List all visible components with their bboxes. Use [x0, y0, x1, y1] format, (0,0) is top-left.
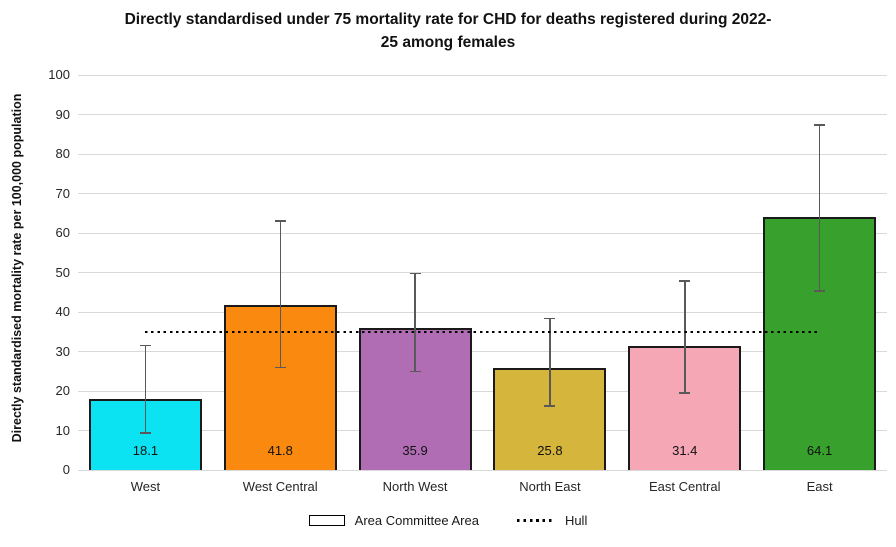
- y-tick-label-60: 60: [55, 225, 70, 240]
- hull-reference-line: [145, 330, 820, 333]
- bar-value-label-west-central: 41.8: [267, 443, 293, 458]
- error-bar-cap-top-west: [139, 344, 151, 347]
- bar-value-label-east-central: 31.4: [672, 443, 698, 458]
- legend-swatch-hull-dotted-line-icon: [516, 519, 555, 522]
- error-bar-cap-top-east: [814, 124, 826, 126]
- legend-label-area-committee: Area Committee Area: [354, 513, 479, 528]
- x-axis-label-east: East: [806, 479, 833, 494]
- error-bar-line-east-central: [684, 280, 686, 393]
- gridline-y-80: [78, 153, 887, 155]
- gridline-y-90: [78, 114, 887, 115]
- x-axis-label-north-west: North West: [382, 479, 448, 494]
- gridline-y-100: [78, 74, 887, 76]
- error-bar-cap-bottom-east: [814, 290, 826, 292]
- error-bar-line-west: [144, 345, 147, 433]
- error-bar-cap-top-north-east: [544, 317, 556, 320]
- y-tick-label-20: 20: [55, 383, 70, 398]
- bar-east: [763, 216, 877, 470]
- bar-value-label-north-east: 25.8: [537, 443, 563, 458]
- gridline-y-30: [78, 351, 887, 352]
- error-bar-cap-bottom-north-east: [544, 405, 556, 407]
- y-tick-label-10: 10: [55, 422, 70, 438]
- error-bar-line-north-east: [549, 318, 551, 406]
- error-bar-cap-bottom-east-central: [679, 392, 691, 394]
- x-axis-label-east-central: East Central: [648, 479, 721, 494]
- chart-title: Directly standardised under 75 mortality…: [68, 8, 828, 54]
- error-bar-cap-top-west-central: [274, 220, 286, 222]
- gridline-y-70: [78, 193, 887, 194]
- error-bar-cap-bottom-west: [139, 432, 151, 434]
- error-bar-cap-bottom-west-central: [274, 366, 286, 369]
- x-axis-label-west-central: West Central: [242, 479, 318, 494]
- chart-title-line1: Directly standardised under 75 mortality…: [124, 11, 772, 28]
- gridline-y-20: [78, 390, 887, 392]
- error-bar-line-east: [818, 124, 821, 292]
- legend: Area Committee Area Hull: [0, 513, 896, 528]
- x-axis-label-north-east: North East: [519, 479, 581, 494]
- y-tick-label-40: 40: [55, 304, 70, 319]
- y-tick-label-90: 90: [55, 106, 70, 122]
- bar-value-label-west: 18.1: [132, 443, 159, 458]
- y-tick-label-0: 0: [62, 462, 70, 477]
- legend-swatch-area-committee-icon: [308, 515, 345, 526]
- y-tick-label-80: 80: [55, 146, 70, 161]
- y-tick-label-100: 100: [48, 67, 70, 82]
- y-tick-label-30: 30: [55, 343, 70, 359]
- bar-value-label-north-west: 35.9: [402, 443, 428, 458]
- y-tick-label-50: 50: [55, 264, 70, 280]
- bar-value-label-east: 64.1: [806, 443, 833, 458]
- error-bar-cap-bottom-north-west: [409, 370, 421, 372]
- error-bar-cap-top-east-central: [679, 280, 691, 282]
- gridline-y-50: [78, 272, 887, 273]
- gridline-y-0: [78, 469, 887, 471]
- error-bar-line-west-central: [279, 221, 281, 368]
- y-tick-label-70: 70: [55, 185, 70, 201]
- gridline-y-60: [78, 232, 887, 234]
- gridline-y-10: [78, 430, 887, 431]
- error-bar-cap-top-north-west: [409, 272, 421, 275]
- error-bar-line-north-west: [414, 273, 416, 372]
- x-axis-label-west: West: [130, 479, 161, 494]
- legend-label-hull: Hull: [564, 513, 588, 528]
- gridline-y-40: [78, 311, 887, 313]
- chart-title-line2: 25 among females: [380, 34, 516, 51]
